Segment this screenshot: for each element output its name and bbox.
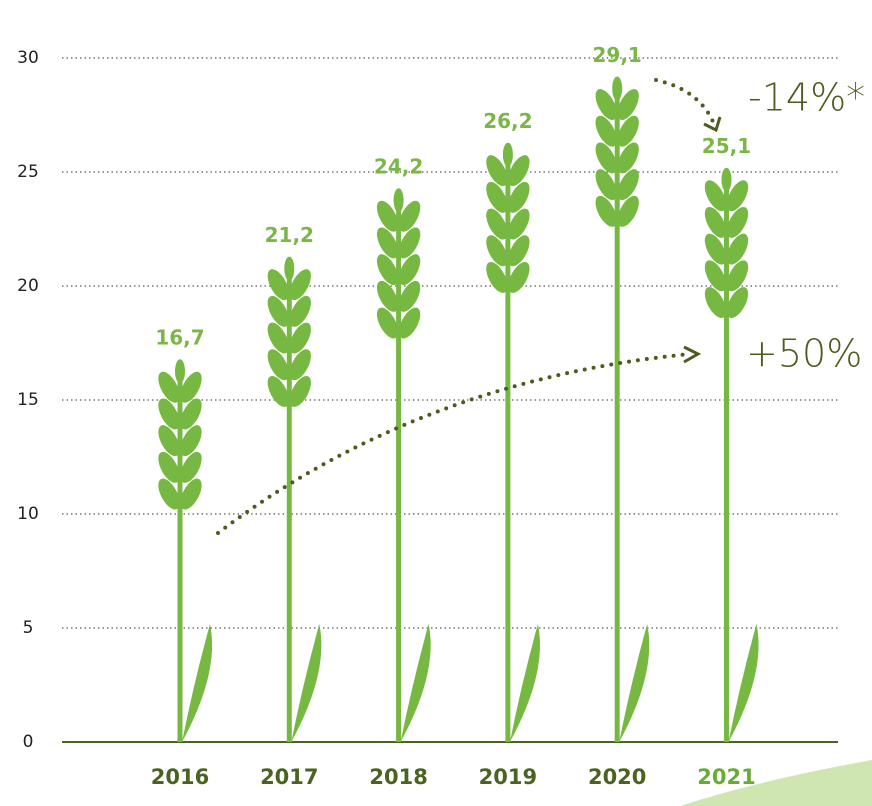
value-label: 25,1: [702, 134, 751, 158]
kernel: [503, 143, 513, 167]
annotation: +50%: [746, 332, 862, 376]
leaf: [619, 624, 649, 742]
y-tick-label: 5: [23, 618, 34, 638]
kernel: [721, 168, 731, 192]
stalk: [482, 143, 540, 742]
leaf: [182, 624, 212, 742]
value-label: 26,2: [483, 109, 532, 133]
leaf: [728, 624, 758, 742]
y-tick-label: 0: [23, 732, 34, 752]
kernel: [284, 257, 294, 281]
y-tick-label: 10: [17, 504, 39, 524]
arrow-head: [684, 347, 698, 362]
x-tick-label: 2021: [697, 765, 755, 789]
y-tick-label: 25: [17, 162, 39, 182]
y-tick-label: 15: [17, 390, 39, 410]
x-tick-label: 2018: [369, 765, 427, 789]
y-tick-label: 30: [17, 48, 39, 68]
stalk: [373, 188, 431, 742]
x-tick-label: 2017: [260, 765, 318, 789]
stalk: [263, 257, 321, 742]
kernel: [175, 359, 185, 383]
y-tick-label: 20: [17, 276, 39, 296]
leaf: [401, 624, 431, 742]
value-label: 24,2: [374, 155, 423, 179]
stalk: [700, 168, 758, 742]
stalk: [591, 77, 649, 742]
stalk: [154, 359, 212, 742]
leaf: [291, 624, 321, 742]
decline-arrow: [656, 80, 714, 124]
value-label: 29,1: [593, 43, 642, 67]
x-tick-label: 2019: [479, 765, 537, 789]
x-tick-label: 2020: [588, 765, 646, 789]
annotation: -14%*: [748, 76, 865, 120]
x-tick-label: 2016: [151, 765, 209, 789]
kernel: [612, 77, 622, 101]
chart: 0 5 10 15 20 25 30 2016 16,7 2017 21,2 2018 24,2 2019…: [0, 0, 872, 806]
decoration: [218, 80, 720, 533]
kernel: [394, 188, 404, 212]
value-label: 21,2: [265, 223, 314, 247]
leaf: [510, 624, 540, 742]
value-label: 16,7: [155, 326, 204, 350]
